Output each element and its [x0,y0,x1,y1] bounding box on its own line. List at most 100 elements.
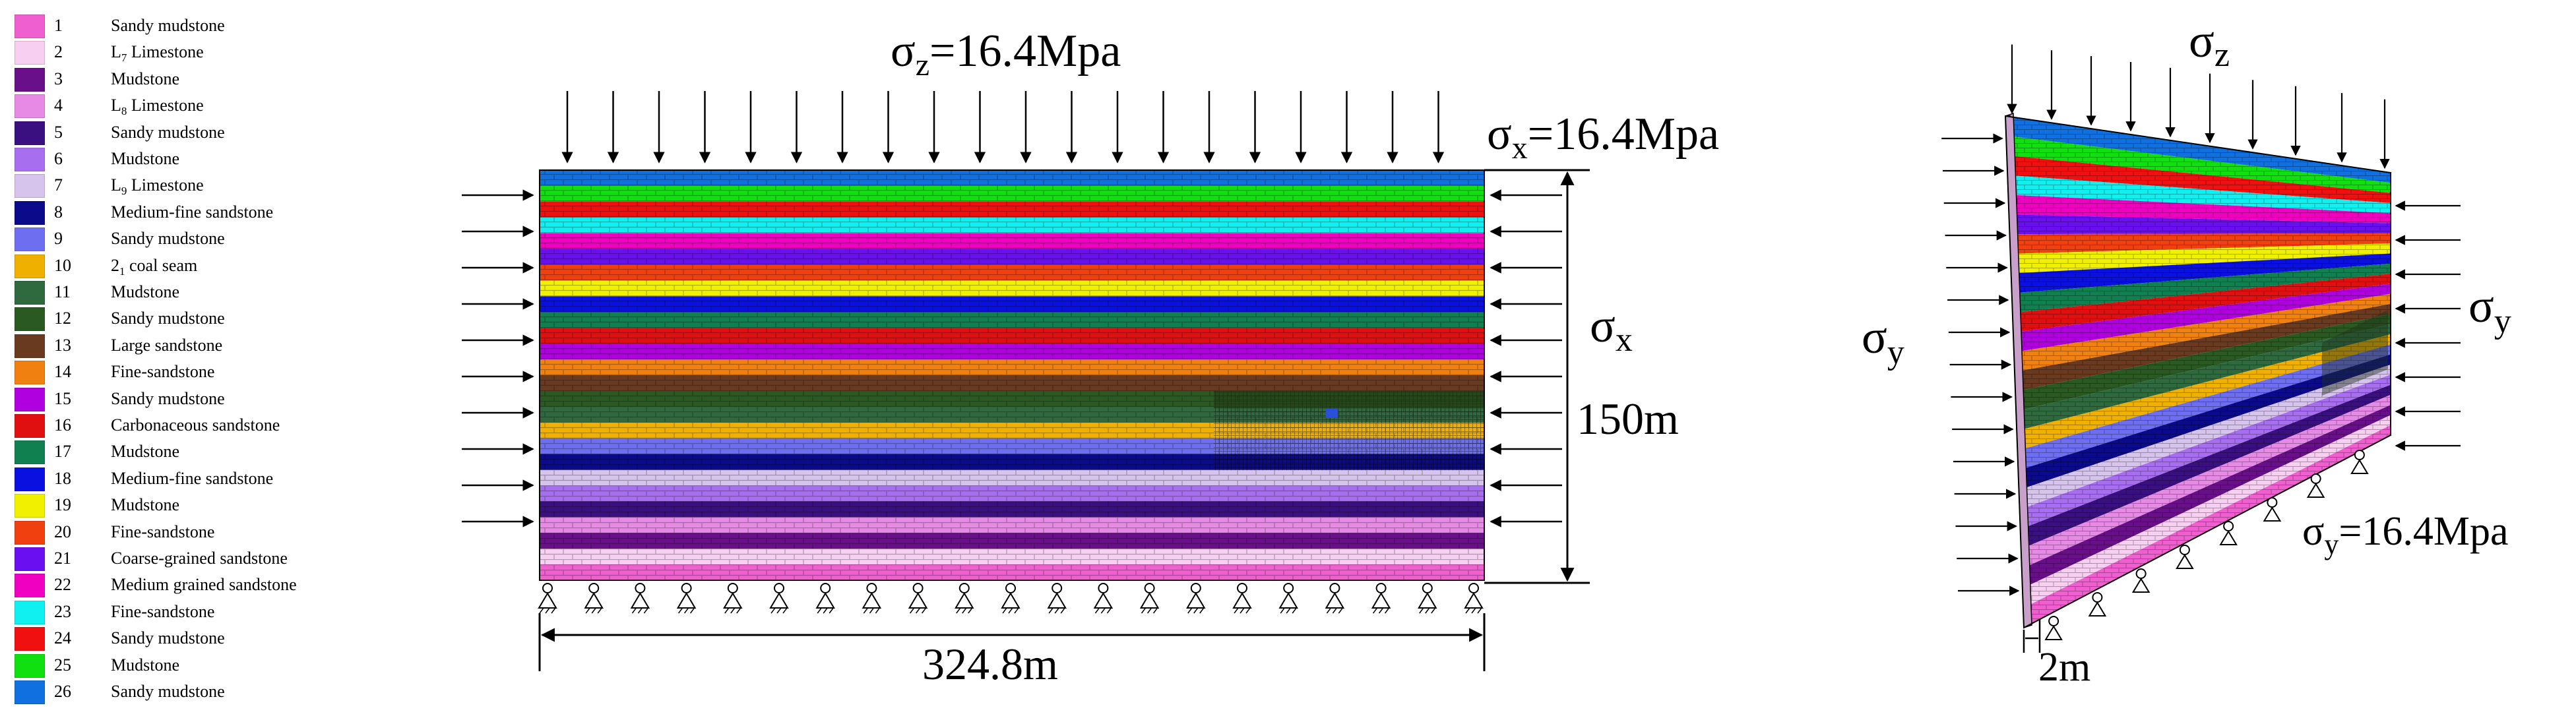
caved-zone [1214,390,1484,409]
legend-label: Medium-fine sandstone [111,202,274,222]
legend-item: 8 Medium-fine sandstone [15,200,384,226]
stratum-mesh [540,312,1484,328]
support-triangle-3d [2263,506,2282,522]
model-3d-sigma-z-label: σz [2189,15,2230,74]
legend-number: 15 [54,388,71,408]
legend-swatch [15,67,45,92]
legend-number: 22 [54,575,71,595]
legend-number: 5 [54,122,63,142]
legend-item: 15 Sandy mudstone [15,386,384,413]
legend-label: Large sandstone [111,335,223,355]
legend-swatch [15,15,45,38]
stratum-mesh-3d [2006,135,2391,193]
legend-number: 14 [54,362,71,382]
support-triangle [1325,592,1345,609]
legend-swatch [15,254,45,278]
support-triangle [815,592,835,609]
legend-label: Carbonaceous sandstone [111,415,280,435]
legend-item: 22 Medium grained sandstone [15,572,384,599]
stratum-mesh [540,201,1484,218]
stratum-mesh-3d [2007,155,2391,203]
support-triangle [769,592,789,609]
legend-item: 5 Sandy mudstone [15,120,384,146]
section-2d-load-arrows [462,91,1562,527]
legend-number: 17 [54,442,71,462]
legend-number: 4 [54,96,63,115]
stratum-mesh [540,280,1484,297]
legend-swatch [15,281,45,305]
legend-label: Medium-fine sandstone [111,468,274,488]
legend-number: 1 [54,16,63,35]
support-triangle [1278,592,1298,609]
model-3d-supports [2044,450,2369,640]
stratum-mesh [540,485,1484,502]
stratum-mesh [540,375,1484,392]
section-2d-border [539,169,1485,581]
legend-swatch [15,414,45,438]
stratum-mesh-3d [2017,344,2391,471]
legend-label: Sandy mudstone [111,16,225,35]
legend-swatch [15,494,45,518]
stratum-mesh [540,170,1484,187]
support-triangle [908,592,928,609]
roller-support-3d [2223,521,2234,531]
legend-number: 3 [54,69,63,88]
stratum-mesh [540,185,1484,202]
legend-number: 24 [54,628,71,648]
legend-label: Mudstone [111,282,179,301]
legend-label: L8 Limestone [111,96,204,118]
monitor-point [1326,408,1338,418]
roller-support [866,583,877,593]
stratum-mesh-3d [2018,354,2391,491]
stratum-mesh-3d [2021,405,2391,589]
width-dimension-label: 324.8m [922,639,1058,689]
legend-label: Mudstone [111,69,179,88]
legend-number: 2 [54,42,63,62]
legend-swatch [15,121,45,145]
stratum-mesh [540,264,1484,282]
legend-item: 23 Fine-sandstone [15,599,384,626]
legend-swatch [15,600,45,624]
roller-support-3d [2310,473,2321,484]
legend-swatch [15,520,45,545]
legend-label: Mudstone [111,149,179,168]
height-dimension [1484,169,1590,584]
stratum-mesh-3d [2016,324,2391,431]
model-3d-sigma-y-right-label: σy [2468,280,2511,340]
refined-mesh [1214,454,1484,471]
roller-support-3d [2267,497,2278,508]
stratum-mesh [540,517,1484,533]
legend-label: Fine-sandstone [111,601,215,621]
model-3d-load-arrows [1941,44,2461,596]
support-triangle-3d [2044,625,2063,640]
legend-number: 18 [54,468,71,488]
model-3d-load-label: σy=16.4Mpa [2302,509,2509,560]
roller-support [1422,583,1433,593]
roller-support [1144,583,1155,593]
legend-number: 23 [54,601,71,621]
legend-item: 13 Large sandstone [15,333,384,359]
stratum-mesh [540,296,1484,313]
legend-swatch [15,200,45,225]
legend-swatch [15,547,45,571]
legend-number: 7 [54,175,63,195]
legend-item: 1 Sandy mudstone [15,13,384,40]
stratum-mesh-3d [2012,274,2391,333]
legend-label: Sandy mudstone [111,122,225,142]
stratum-mesh-3d [2020,384,2391,549]
model-3d-strata [2005,112,2391,629]
legend-swatch [15,307,45,332]
support-triangle [1001,592,1021,609]
legend-swatch [15,41,45,65]
support-triangle-3d [2350,459,2369,474]
legend-swatch [15,627,45,651]
roller-support [542,583,553,593]
support-triangle [676,592,697,609]
support-triangle [1418,592,1437,609]
legend-swatch [15,653,45,678]
refined-mesh [1214,406,1484,423]
legend-number: 13 [54,335,71,355]
roller-support [681,583,692,593]
roller-support [958,583,970,593]
legend-label: Sandy mudstone [111,309,225,328]
